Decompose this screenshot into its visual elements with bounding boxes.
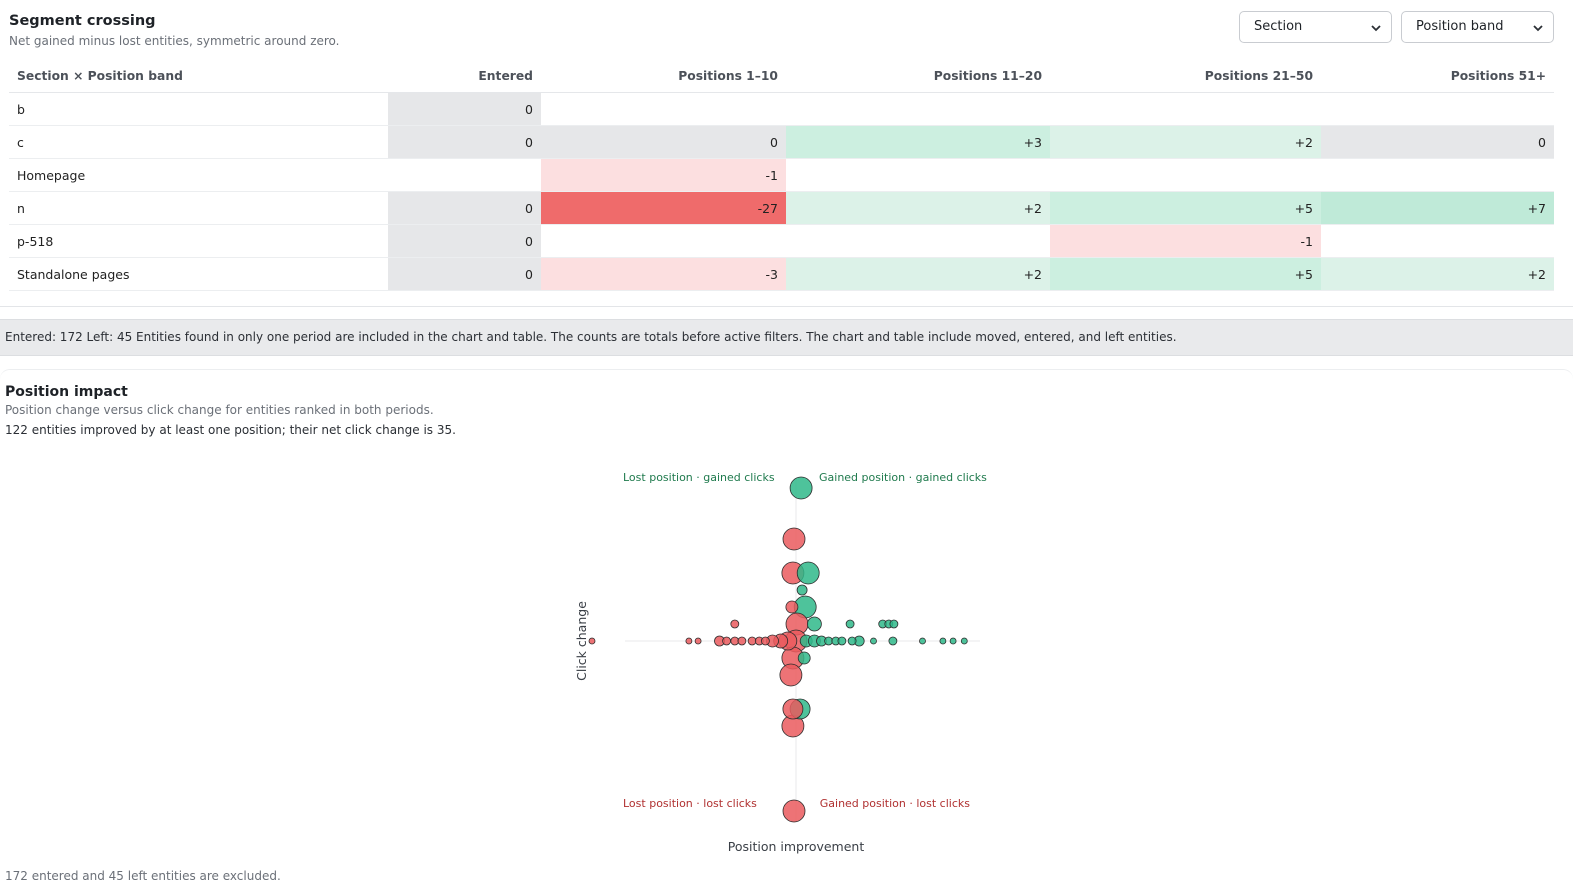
- table-cell: [786, 224, 1050, 258]
- impact-title: Position impact: [5, 384, 128, 400]
- scatter-point[interactable]: [779, 663, 803, 687]
- table-cell: [1050, 92, 1321, 126]
- table-cell: +2: [786, 191, 1050, 225]
- scatter-point[interactable]: [870, 637, 877, 645]
- scatter-point[interactable]: [747, 636, 757, 646]
- x-axis-label: Position improvement: [728, 839, 865, 854]
- scatter-point[interactable]: [730, 619, 740, 629]
- quadrant-label-top-right: Gained position · gained clicks: [819, 471, 987, 484]
- row-label: p-518: [9, 224, 388, 258]
- column-header[interactable]: Entered: [388, 60, 541, 93]
- row-label: Homepage: [9, 158, 388, 192]
- scatter-point[interactable]: [785, 600, 799, 614]
- table-cell: [541, 224, 786, 258]
- table-header-row: Section × Position band Entered Position…: [9, 60, 1554, 93]
- table-cell: [1321, 158, 1554, 192]
- table-cell: +2: [1050, 125, 1321, 159]
- table-cell: 0: [388, 92, 541, 126]
- scatter-point[interactable]: [722, 636, 732, 646]
- table-cell: +7: [1321, 191, 1554, 225]
- scatter-point[interactable]: [949, 637, 957, 645]
- table-row: Standalone pages 0 -3 +2 +5 +2: [9, 257, 1554, 291]
- segment-crossing-table: Section × Position band Entered Position…: [9, 60, 1554, 291]
- row-label: Standalone pages: [9, 257, 388, 291]
- scatter-point[interactable]: [919, 637, 926, 645]
- scatter-point[interactable]: [694, 637, 702, 645]
- row-dimension-value: Section: [1254, 19, 1303, 34]
- table-cell: [541, 92, 786, 126]
- scatter-point[interactable]: [845, 619, 855, 629]
- table-cell: 0: [388, 257, 541, 291]
- table-cell: +3: [786, 125, 1050, 159]
- table-cell: -3: [541, 257, 786, 291]
- scatter-point[interactable]: [796, 584, 808, 596]
- table-cell: [1321, 224, 1554, 258]
- scatter-point[interactable]: [782, 527, 806, 551]
- scatter-point[interactable]: [685, 637, 693, 645]
- table-row: Homepage -1: [9, 158, 1554, 192]
- row-label: c: [9, 125, 388, 159]
- table-cell: 0: [388, 191, 541, 225]
- column-header[interactable]: Section × Position band: [9, 60, 388, 93]
- scatter-point[interactable]: [797, 651, 811, 665]
- quadrant-label-bottom-left: Lost position · lost clicks: [623, 797, 757, 810]
- table-cell: +5: [1050, 257, 1321, 291]
- position-impact-scatter: Lost position · gained clicks Gained pos…: [574, 471, 987, 854]
- quadrant-label-top-left: Lost position · gained clicks: [623, 471, 775, 484]
- y-axis-label: Click change: [574, 601, 589, 681]
- impact-summary: 122 entities improved by at least one po…: [5, 423, 456, 437]
- column-header[interactable]: Positions 21–50: [1050, 60, 1321, 93]
- table-cell: +2: [786, 257, 1050, 291]
- chevron-down-icon: [1533, 25, 1543, 32]
- impact-subtitle: Position change versus click change for …: [5, 403, 434, 417]
- column-dimension-select[interactable]: Position band: [1401, 11, 1554, 43]
- row-dimension-select[interactable]: Section: [1239, 11, 1392, 43]
- impact-footnote: 172 entered and 45 left entities are exc…: [5, 869, 281, 883]
- scatter-point[interactable]: [889, 619, 899, 629]
- table-cell: -1: [541, 158, 786, 192]
- table-cell: -27: [541, 191, 786, 225]
- scatter-point[interactable]: [824, 636, 834, 646]
- column-header[interactable]: Positions 11–20: [786, 60, 1050, 93]
- table-row: c 0 0 +3 +2 0: [9, 125, 1554, 159]
- table-cell: 0: [388, 125, 541, 159]
- table-cell: [1321, 92, 1554, 126]
- table-cell: 0: [388, 224, 541, 258]
- column-dimension-value: Position band: [1416, 19, 1504, 34]
- scatter-point[interactable]: [782, 799, 806, 823]
- scatter-point[interactable]: [588, 637, 596, 645]
- row-label: b: [9, 92, 388, 126]
- row-label: n: [9, 191, 388, 225]
- table-cell: [388, 158, 541, 192]
- column-header[interactable]: Positions 51+: [1321, 60, 1554, 93]
- table-cell: +2: [1321, 257, 1554, 291]
- scatter-point[interactable]: [789, 476, 813, 500]
- table-cell: [786, 92, 1050, 126]
- segment-subtitle: Net gained minus lost entities, symmetri…: [9, 34, 340, 48]
- scatter-point[interactable]: [847, 636, 857, 646]
- table-row: p-518 0 -1: [9, 224, 1554, 258]
- scatter-point[interactable]: [760, 636, 770, 646]
- table-cell: -1: [1050, 224, 1321, 258]
- table-row: n 0 -27 +2 +5 +7: [9, 191, 1554, 225]
- scatter-point[interactable]: [737, 636, 747, 646]
- scatter-point[interactable]: [837, 636, 847, 646]
- table-cell: [1050, 158, 1321, 192]
- chevron-down-icon: [1371, 25, 1381, 32]
- entity-note-bar: Entered: 172 Left: 45 Entities found in …: [0, 319, 1573, 356]
- segment-title: Segment crossing: [9, 13, 156, 29]
- table-cell: +5: [1050, 191, 1321, 225]
- scatter-point[interactable]: [782, 698, 804, 720]
- column-header[interactable]: Positions 1–10: [541, 60, 786, 93]
- scatter-point[interactable]: [888, 636, 898, 646]
- quadrant-label-bottom-right: Gained position · lost clicks: [820, 797, 971, 810]
- table-cell: 0: [1321, 125, 1554, 159]
- scatter-point[interactable]: [806, 616, 822, 632]
- table-cell: [786, 158, 1050, 192]
- scatter-point[interactable]: [939, 637, 947, 645]
- scatter-point[interactable]: [796, 561, 820, 585]
- scatter-point[interactable]: [960, 637, 968, 645]
- table-cell: 0: [541, 125, 786, 159]
